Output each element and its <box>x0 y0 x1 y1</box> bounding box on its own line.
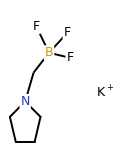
Text: +: + <box>106 83 113 92</box>
Text: F: F <box>66 51 74 64</box>
Text: F: F <box>33 20 40 33</box>
Text: K: K <box>97 86 105 99</box>
Text: F: F <box>64 27 71 39</box>
Text: N: N <box>21 95 30 108</box>
Text: B: B <box>45 46 53 59</box>
